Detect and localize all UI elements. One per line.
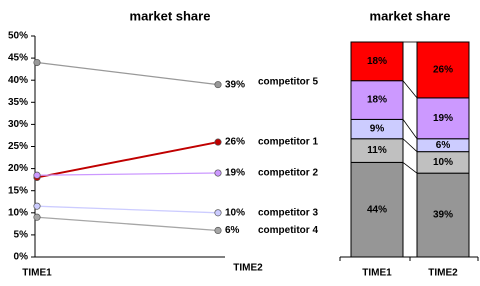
series-label: competitor 1 [258,137,318,148]
series-line [36,205,219,214]
series-label: competitor 3 [258,207,318,218]
value-label: 44% [367,204,387,215]
point [33,58,41,67]
y-tick-label: 30% [8,119,28,130]
value-label: 26% [225,137,245,148]
y-tick-label: 5% [14,230,29,241]
value-label: 18% [367,95,387,106]
series-line [36,61,219,86]
value-label: 9% [370,124,385,135]
value-label: 26% [433,65,453,76]
value-label: 19% [225,168,245,179]
series-line [36,141,219,179]
y-tick-label: 15% [8,185,28,196]
x-tick-label: TIME2 [428,268,458,279]
x-tick-label: TIME1 [362,268,392,279]
value-label: 39% [433,210,453,221]
point [33,171,41,179]
value-label: 6% [436,140,451,151]
y-tick-label: 0% [14,252,29,263]
bar-segment [416,41,470,99]
y-tick-label: 20% [8,163,28,174]
point [33,202,41,210]
point [214,138,222,146]
y-tick-label: 50% [8,31,28,42]
bar-segment [350,41,404,82]
connector [402,138,418,152]
point [33,213,41,221]
value-label: 19% [433,113,453,124]
point [214,169,222,177]
value-label: 10% [225,207,245,218]
series-label: competitor 4 [258,225,318,236]
point [214,81,222,89]
value-label: 39% [225,79,245,90]
bar-segment [416,97,470,140]
value-label: 11% [367,145,387,156]
y-tick-label: 45% [8,53,28,64]
x-tick-label: TIME1 [22,268,52,279]
series-line [36,216,219,232]
y-tick-label: 25% [8,141,28,152]
series-label: competitor 2 [258,168,318,179]
chart-title: market share [370,8,451,23]
y-tick-label: 10% [8,207,28,218]
point [214,226,222,235]
y-tick-label: 40% [8,75,28,86]
value-label: 10% [433,157,453,168]
connector [402,80,418,99]
connector [402,119,418,139]
value-label: 18% [367,56,387,67]
x-tick-label: TIME2 [233,263,263,274]
series-label: competitor 5 [258,76,318,87]
connector [402,162,418,174]
series-line [36,172,219,176]
chart-title: market share [130,8,211,23]
value-label: 6% [225,225,240,236]
y-tick-label: 35% [8,97,28,108]
point [214,209,222,217]
